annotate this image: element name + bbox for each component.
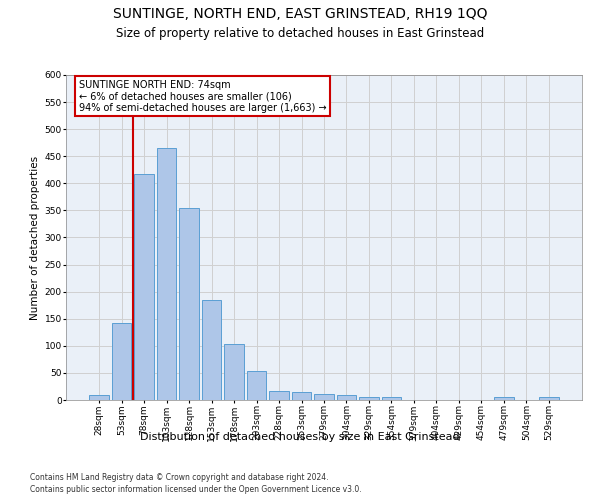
Bar [224,344,244,400]
Bar [292,392,311,400]
Y-axis label: Number of detached properties: Number of detached properties [31,156,40,320]
Bar [269,392,289,400]
Bar [494,398,514,400]
Bar [539,398,559,400]
Bar [337,394,356,400]
Bar [112,322,131,400]
Bar [157,148,176,400]
Bar [179,208,199,400]
Bar [359,397,379,400]
Bar [89,394,109,400]
Bar [134,174,154,400]
Bar [202,300,221,400]
Bar [314,394,334,400]
Text: SUNTINGE NORTH END: 74sqm
← 6% of detached houses are smaller (106)
94% of semi-: SUNTINGE NORTH END: 74sqm ← 6% of detach… [79,80,326,113]
Text: Size of property relative to detached houses in East Grinstead: Size of property relative to detached ho… [116,28,484,40]
Text: Distribution of detached houses by size in East Grinstead: Distribution of detached houses by size … [140,432,460,442]
Bar [247,371,266,400]
Text: Contains HM Land Registry data © Crown copyright and database right 2024.: Contains HM Land Registry data © Crown c… [30,472,329,482]
Text: SUNTINGE, NORTH END, EAST GRINSTEAD, RH19 1QQ: SUNTINGE, NORTH END, EAST GRINSTEAD, RH1… [113,8,487,22]
Text: Contains public sector information licensed under the Open Government Licence v3: Contains public sector information licen… [30,485,362,494]
Bar [382,398,401,400]
